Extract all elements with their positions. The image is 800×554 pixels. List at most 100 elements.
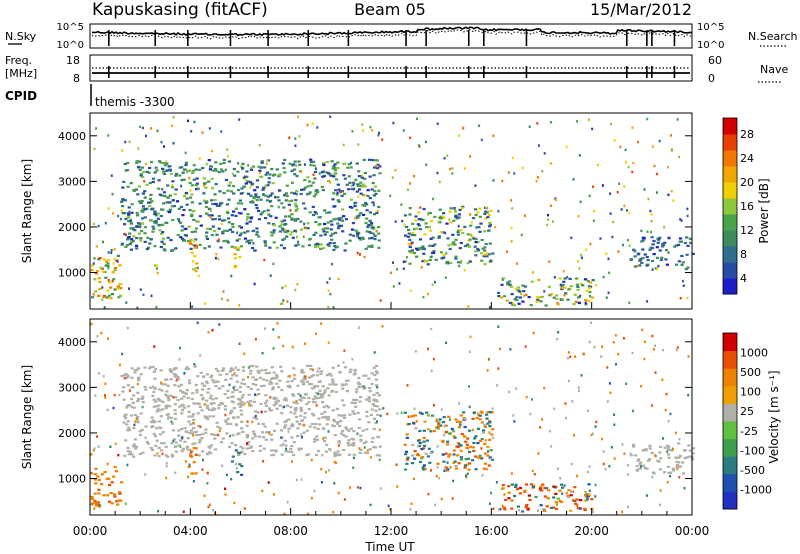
data-cell (431, 236, 435, 239)
data-cell (164, 393, 168, 396)
data-cell (516, 262, 519, 265)
data-cell (440, 497, 443, 501)
data-cell (364, 221, 368, 225)
data-cell (678, 240, 682, 243)
data-cell (225, 239, 229, 242)
data-cell (169, 394, 173, 397)
data-cell (168, 211, 172, 214)
velocity-x-axis: 00:00 04:00 08:00 12:00 16:00 20:00 00:00 (73, 508, 709, 538)
data-cell (103, 470, 107, 474)
data-cell (267, 407, 271, 410)
data-cell (556, 467, 559, 470)
data-cell (295, 415, 299, 419)
data-cell (205, 373, 209, 376)
data-cell (645, 467, 649, 470)
data-cell (299, 408, 303, 411)
data-cell (553, 407, 556, 411)
data-cell (558, 489, 562, 492)
y-tick-label: 4000 (58, 130, 86, 143)
data-cell (465, 446, 469, 449)
data-cell (317, 417, 321, 420)
data-cell (490, 433, 494, 436)
data-cell (360, 385, 365, 388)
data-cell (256, 411, 260, 414)
data-cell (192, 178, 196, 181)
data-cell (552, 220, 554, 223)
data-cell (222, 229, 226, 232)
data-cell (164, 378, 168, 381)
data-cell (221, 464, 224, 468)
data-cell (151, 385, 154, 388)
data-cell (186, 170, 188, 174)
data-cell (371, 437, 375, 440)
data-cell (257, 218, 261, 221)
data-cell (284, 229, 287, 232)
data-cell (121, 198, 125, 201)
data-cell (403, 411, 407, 414)
data-cell (441, 421, 446, 424)
data-cell (290, 199, 294, 202)
data-cell (304, 342, 307, 345)
data-cell (333, 173, 337, 176)
data-cell (224, 178, 229, 182)
data-cell (104, 394, 106, 397)
data-cell (587, 287, 592, 290)
data-cell (300, 170, 303, 174)
data-cell (136, 214, 140, 217)
data-cell (251, 165, 255, 168)
data-cell (116, 254, 120, 257)
data-cell (238, 342, 241, 345)
data-cell (483, 246, 487, 249)
data-cell (344, 435, 348, 438)
velocity-data-cells (90, 321, 696, 516)
data-cell (143, 190, 147, 193)
data-cell (306, 222, 310, 225)
data-cell (96, 270, 100, 273)
data-cell (609, 192, 612, 195)
data-cell (350, 401, 354, 404)
data-cell (483, 442, 487, 445)
data-cell (141, 205, 145, 208)
data-cell (528, 125, 531, 128)
data-cell (280, 412, 284, 415)
data-cell (488, 438, 492, 441)
data-cell (116, 285, 120, 288)
data-cell (321, 247, 326, 250)
data-cell (282, 442, 285, 446)
data-cell (623, 204, 626, 208)
data-cell (627, 505, 629, 509)
data-cell (231, 434, 235, 437)
data-cell (107, 251, 110, 254)
data-cell (263, 425, 267, 428)
data-cell (303, 179, 307, 182)
data-cell (458, 247, 462, 250)
data-cell (479, 252, 484, 255)
data-cell (332, 175, 336, 178)
data-cell (233, 266, 237, 269)
data-cell (303, 163, 306, 166)
data-cell (422, 464, 426, 467)
data-cell (183, 372, 186, 375)
data-cell (317, 449, 321, 453)
data-cell (204, 431, 208, 434)
data-cell (203, 415, 206, 418)
data-cell (136, 193, 140, 196)
data-cell (317, 392, 320, 396)
data-cell (152, 421, 156, 424)
data-cell (669, 474, 672, 478)
data-cell (213, 199, 217, 202)
data-cell (617, 352, 620, 356)
data-cell (288, 136, 291, 139)
data-cell (326, 180, 331, 183)
data-cell (155, 439, 159, 442)
data-cell (233, 253, 237, 256)
data-cell (368, 230, 372, 234)
data-cell (124, 140, 127, 144)
data-cell (677, 260, 681, 263)
data-cell (293, 173, 297, 176)
data-cell (165, 221, 169, 224)
data-cell (124, 377, 128, 380)
data-cell (601, 345, 603, 348)
data-cell (138, 433, 142, 437)
data-cell (97, 445, 100, 448)
